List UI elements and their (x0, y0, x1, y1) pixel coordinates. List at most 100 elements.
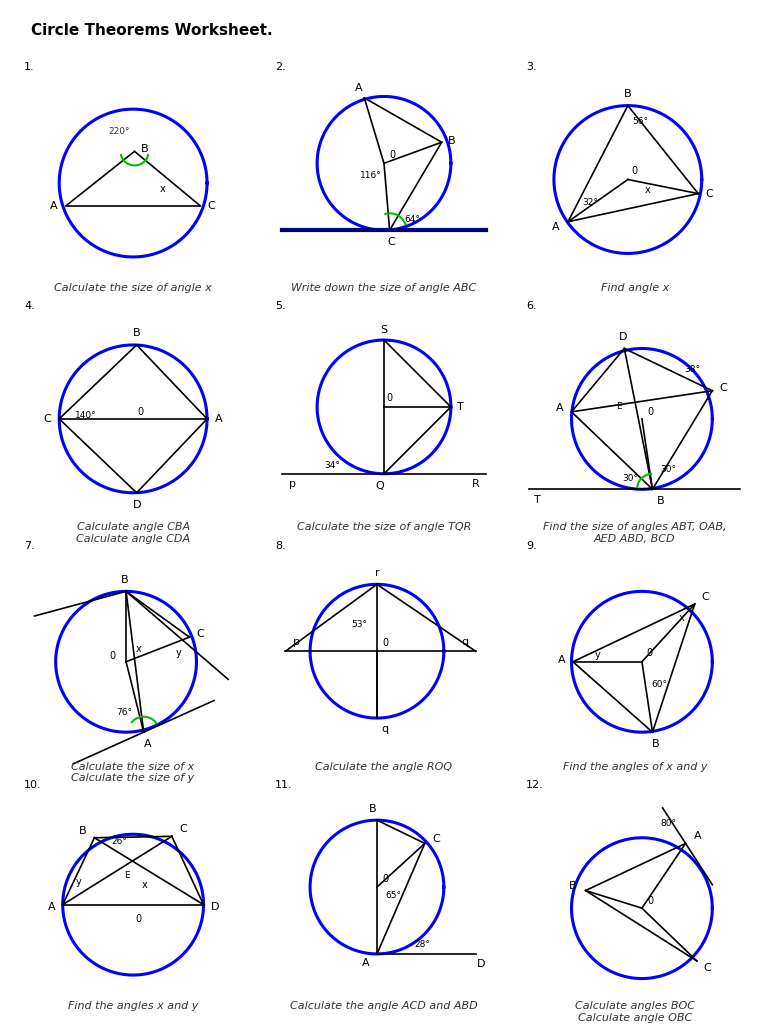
Text: 30°: 30° (622, 474, 638, 483)
Text: D: D (132, 500, 141, 510)
Text: A: A (215, 414, 223, 424)
Text: 80°: 80° (660, 819, 676, 828)
Text: B: B (657, 497, 665, 506)
Text: 56°: 56° (633, 117, 648, 126)
Text: B: B (651, 739, 659, 750)
Text: C: C (703, 963, 711, 973)
Text: B: B (569, 881, 577, 891)
Text: S: S (380, 326, 388, 335)
Text: D: D (619, 332, 627, 342)
Text: A: A (694, 831, 701, 842)
Text: 9.: 9. (526, 541, 537, 551)
Text: B: B (121, 575, 128, 585)
Text: 3.: 3. (526, 61, 536, 72)
Text: 0: 0 (632, 166, 638, 176)
Text: C: C (207, 201, 215, 211)
Text: 30°: 30° (660, 465, 676, 474)
Text: 76°: 76° (116, 708, 132, 717)
Text: C: C (43, 414, 51, 424)
Text: B: B (448, 136, 455, 145)
Text: 0: 0 (647, 896, 654, 906)
Text: 8.: 8. (275, 541, 286, 551)
Text: D: D (210, 902, 219, 912)
Text: Calculate the size of angle x: Calculate the size of angle x (55, 283, 212, 293)
Text: 0: 0 (647, 407, 654, 417)
Text: 0: 0 (386, 393, 392, 403)
Text: A: A (556, 403, 564, 414)
Text: 0: 0 (389, 150, 396, 160)
Text: 12.: 12. (526, 780, 544, 791)
Text: 10.: 10. (24, 780, 41, 791)
Text: E: E (617, 401, 622, 411)
Text: Calculate the angle ACD and ABD: Calculate the angle ACD and ABD (290, 1001, 478, 1011)
Text: A: A (558, 654, 565, 665)
Text: 6.: 6. (526, 301, 536, 311)
Text: x: x (644, 185, 650, 196)
Text: C: C (196, 629, 204, 639)
Text: r: r (375, 568, 379, 579)
Text: p: p (289, 478, 296, 488)
Text: A: A (48, 902, 55, 912)
Text: 5.: 5. (275, 301, 286, 311)
Text: A: A (362, 958, 369, 968)
Text: Q: Q (376, 480, 384, 490)
Text: Find the angles x and y: Find the angles x and y (68, 1001, 198, 1011)
Text: 0: 0 (137, 407, 143, 417)
Text: E: E (124, 870, 130, 880)
Text: 32°: 32° (583, 198, 598, 207)
Text: C: C (387, 238, 395, 247)
Text: q: q (462, 637, 468, 647)
Text: Calculate angles BOC
Calculate angle OBC: Calculate angles BOC Calculate angle OBC (575, 1001, 695, 1023)
Text: Calculate the angle ROQ: Calculate the angle ROQ (316, 762, 452, 772)
Text: C: C (179, 824, 187, 835)
Text: Circle Theorems Worksheet.: Circle Theorems Worksheet. (31, 23, 273, 38)
Text: y: y (176, 647, 182, 657)
Text: 0: 0 (382, 638, 389, 648)
Text: B: B (79, 825, 87, 836)
Text: 28°: 28° (415, 940, 431, 948)
Text: 64°: 64° (404, 215, 420, 224)
Text: y: y (594, 649, 601, 659)
Text: 53°: 53° (352, 620, 367, 629)
Text: y: y (75, 878, 81, 887)
Text: C: C (719, 383, 727, 393)
Text: 4.: 4. (24, 301, 35, 311)
Text: A: A (50, 201, 58, 211)
Text: 7.: 7. (24, 541, 35, 551)
Text: B: B (624, 89, 631, 98)
Text: A: A (144, 739, 152, 750)
Text: 116°: 116° (360, 171, 382, 180)
Text: C: C (432, 835, 440, 844)
Text: 140°: 140° (75, 411, 97, 420)
Text: C: C (705, 188, 713, 199)
Text: Find the angles of x and y: Find the angles of x and y (563, 762, 707, 772)
Text: 0: 0 (109, 651, 115, 662)
Text: 38°: 38° (684, 366, 700, 374)
Text: Calculate angle CBA
Calculate angle CDA: Calculate angle CBA Calculate angle CDA (76, 522, 190, 544)
Text: 65°: 65° (386, 891, 402, 900)
Text: 0: 0 (382, 873, 389, 884)
Text: T: T (535, 495, 541, 505)
Text: x: x (136, 644, 141, 654)
Text: 1.: 1. (24, 61, 35, 72)
Text: C: C (701, 592, 709, 602)
Text: Find angle x: Find angle x (601, 283, 669, 293)
Text: B: B (141, 144, 148, 155)
Text: B: B (133, 328, 141, 338)
Text: x: x (142, 880, 148, 890)
Text: q: q (382, 724, 389, 733)
Text: 0: 0 (646, 648, 652, 658)
Text: A: A (552, 222, 560, 232)
Text: x: x (679, 613, 685, 624)
Text: x: x (160, 183, 166, 194)
Text: 0: 0 (136, 913, 142, 924)
Text: 26°: 26° (112, 838, 127, 847)
Text: 60°: 60° (651, 680, 667, 689)
Text: B: B (369, 804, 376, 814)
Text: 11.: 11. (275, 780, 293, 791)
Text: Find the size of angles ABT, OAB,
AED ABD, BCD: Find the size of angles ABT, OAB, AED AB… (543, 522, 727, 544)
Text: p: p (293, 637, 300, 647)
Text: Write down the size of angle ABC: Write down the size of angle ABC (291, 283, 477, 293)
Text: Calculate the size of x
Calculate the size of y: Calculate the size of x Calculate the si… (71, 762, 195, 783)
Text: 34°: 34° (325, 461, 340, 470)
